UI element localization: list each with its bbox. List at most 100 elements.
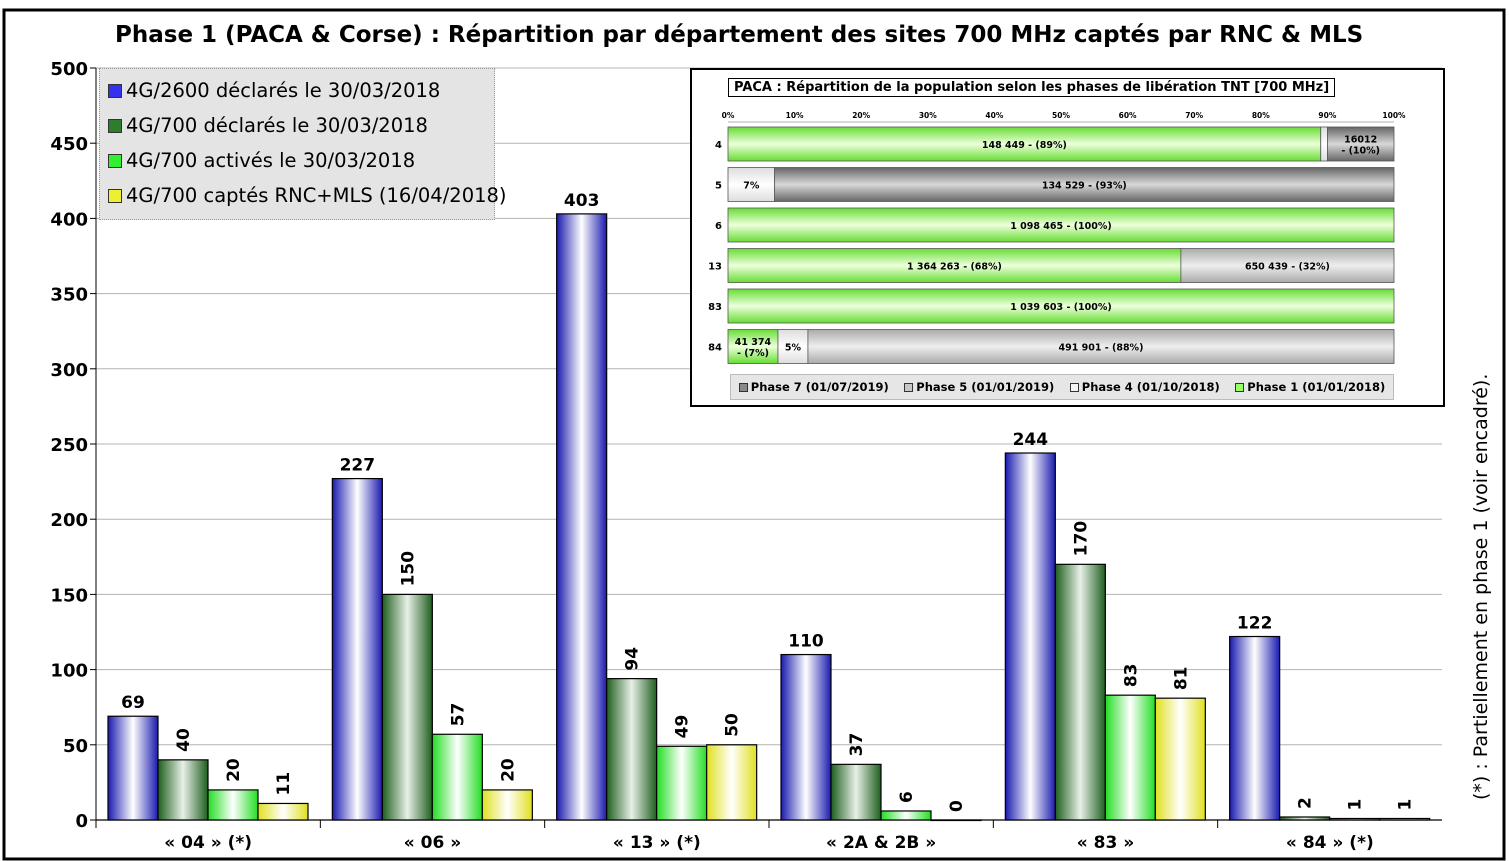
bar-4 [481,789,533,821]
legend-swatch [108,118,122,133]
x-tick-label: « 83 » [1077,833,1134,853]
y-tick-label: 50 [63,736,88,757]
inset-x-tick-label: 90% [1318,111,1336,120]
data-label: 1 [1346,799,1366,811]
bar-2 [606,678,658,821]
inset-segment-label: 650 439 - (32%) [1245,262,1330,273]
bar-3 [207,789,259,821]
inset-legend-label: Phase 4 (01/10/2018) [1081,380,1220,394]
inset-segment [1320,126,1328,162]
bar-1 [1229,635,1281,821]
inset-row-label: 5 [715,181,722,192]
x-tick-label: « 2A & 2B » [826,833,936,853]
data-label: 6 [897,791,917,803]
data-label: 20 [224,758,244,782]
bar-4 [930,819,982,822]
data-label: 1 [1396,799,1416,811]
data-label: 170 [1071,521,1091,557]
inset-segment [1327,126,1395,162]
bar-1 [780,653,832,821]
outer-border [2,8,1506,861]
inset-segment [727,329,779,364]
inset-segment-label: - (7%) [737,348,769,359]
side-note: (*) : Partiellement en phase 1 (voir enc… [1470,373,1492,800]
inset-segment-label: 41 374 [735,337,772,348]
inset-segment-label: 16012 [1344,135,1377,146]
y-tick-label: 350 [50,285,88,306]
legend-swatch [108,188,122,203]
inset-segment [727,126,1322,162]
legend-item-4g700-captes: 4G/700 captés RNC+MLS (16/04/2018) [108,184,507,207]
inset-segment-label: 148 449 - (89%) [982,140,1067,151]
inset-x-tick-label: 100% [1382,111,1406,120]
inset-x-tick-label: 10% [786,111,804,120]
bar-3 [1104,694,1156,821]
inset-row-label: 13 [708,262,722,273]
chart-legend: 4G/2600 déclarés le 30/03/2018 4G/700 dé… [99,68,507,220]
y-tick-label: 400 [50,209,88,230]
x-tick-label: « 13 » (*) [613,833,701,853]
y-tick-label: 100 [50,661,88,682]
data-label: 122 [1237,614,1273,634]
legend-item-4g700-actives: 4G/700 activés le 30/03/2018 [108,149,415,172]
legend-label: 4G/700 déclarés le 30/03/2018 [126,114,428,137]
inset-legend-label: Phase 1 (01/01/2018) [1247,380,1386,394]
inset-segment [727,248,1182,283]
data-label: 94 [623,647,643,671]
inset-segment [1180,248,1395,283]
inset-x-tick-label: 70% [1185,111,1203,120]
inset-segment-label: 5% [785,343,802,354]
inset-segment [727,288,1395,324]
inset-segment-label: 1 364 263 - (68%) [907,262,1002,273]
data-label: 81 [1171,667,1191,691]
y-tick-label: 0 [75,811,88,832]
legend-label: 4G/700 captés RNC+MLS (16/04/2018) [126,184,507,207]
inset-x-tick-label: 40% [985,111,1003,120]
inset-svg: 0% 10% 20% 30% 40% 50% 60% 70% 80% 90% 100% 4 148 44… [708,111,1406,364]
inset-row-label: 83 [708,302,722,313]
inset-segment-label: 1 039 603 - (100%) [1010,302,1111,313]
data-label: 110 [788,632,824,652]
inset-row-label: 84 [708,343,722,354]
bar-3 [656,745,708,821]
legend-swatch [108,153,122,168]
bar-1 [331,477,383,821]
inset-legend: Phase 7 (01/07/2019) Phase 5 (01/01/2019… [730,374,1394,400]
bar-1 [1004,452,1056,821]
data-label: 11 [274,772,294,796]
inset-segment [727,207,1395,243]
x-tick-label: « 84 » (*) [1286,833,1374,853]
data-label: 244 [1013,430,1049,450]
bar-2 [157,759,209,821]
legend-item-4g700-declares: 4G/700 déclarés le 30/03/2018 [108,114,428,137]
data-label: 37 [847,733,867,757]
inset-title: PACA : Répartition de la population selo… [728,78,1336,97]
bar-3 [880,810,932,821]
data-label: 50 [723,713,743,737]
bar-2 [830,763,882,821]
bar-4 [706,744,758,821]
inset-chart: 0% 10% 20% 30% 40% 50% 60% 70% 80% 90% 100% 4 148 44… [690,68,1445,407]
inset-x-tick-label: 0% [722,111,735,120]
inset-legend-item: Phase 4 (01/10/2018) [1069,380,1220,394]
inset-legend-label: Phase 5 (01/01/2019) [916,380,1055,394]
data-label: 150 [398,551,418,587]
bar-4 [1379,817,1431,821]
inset-segment [774,167,1395,202]
inset-row-label: 6 [715,221,722,232]
x-tick-label: « 06 » [404,833,461,853]
inset-x-tick-label: 60% [1119,111,1137,120]
bar-2 [1054,563,1106,821]
inset-segment-label: 1 098 465 - (100%) [1010,221,1111,232]
inset-legend-item: Phase 7 (01/07/2019) [738,380,889,394]
legend-label: 4G/2600 déclarés le 30/03/2018 [126,79,441,102]
bar-1 [107,715,159,821]
legend-item-4g2600: 4G/2600 déclarés le 30/03/2018 [108,79,440,102]
data-label: 57 [448,703,468,727]
x-tick-label: « 04 » (*) [164,833,252,853]
inset-legend-item: Phase 5 (01/01/2019) [904,380,1054,394]
legend-swatch [108,83,122,98]
y-tick-label: 200 [50,510,88,531]
inset-segment-label: 134 529 - (93%) [1042,181,1127,192]
